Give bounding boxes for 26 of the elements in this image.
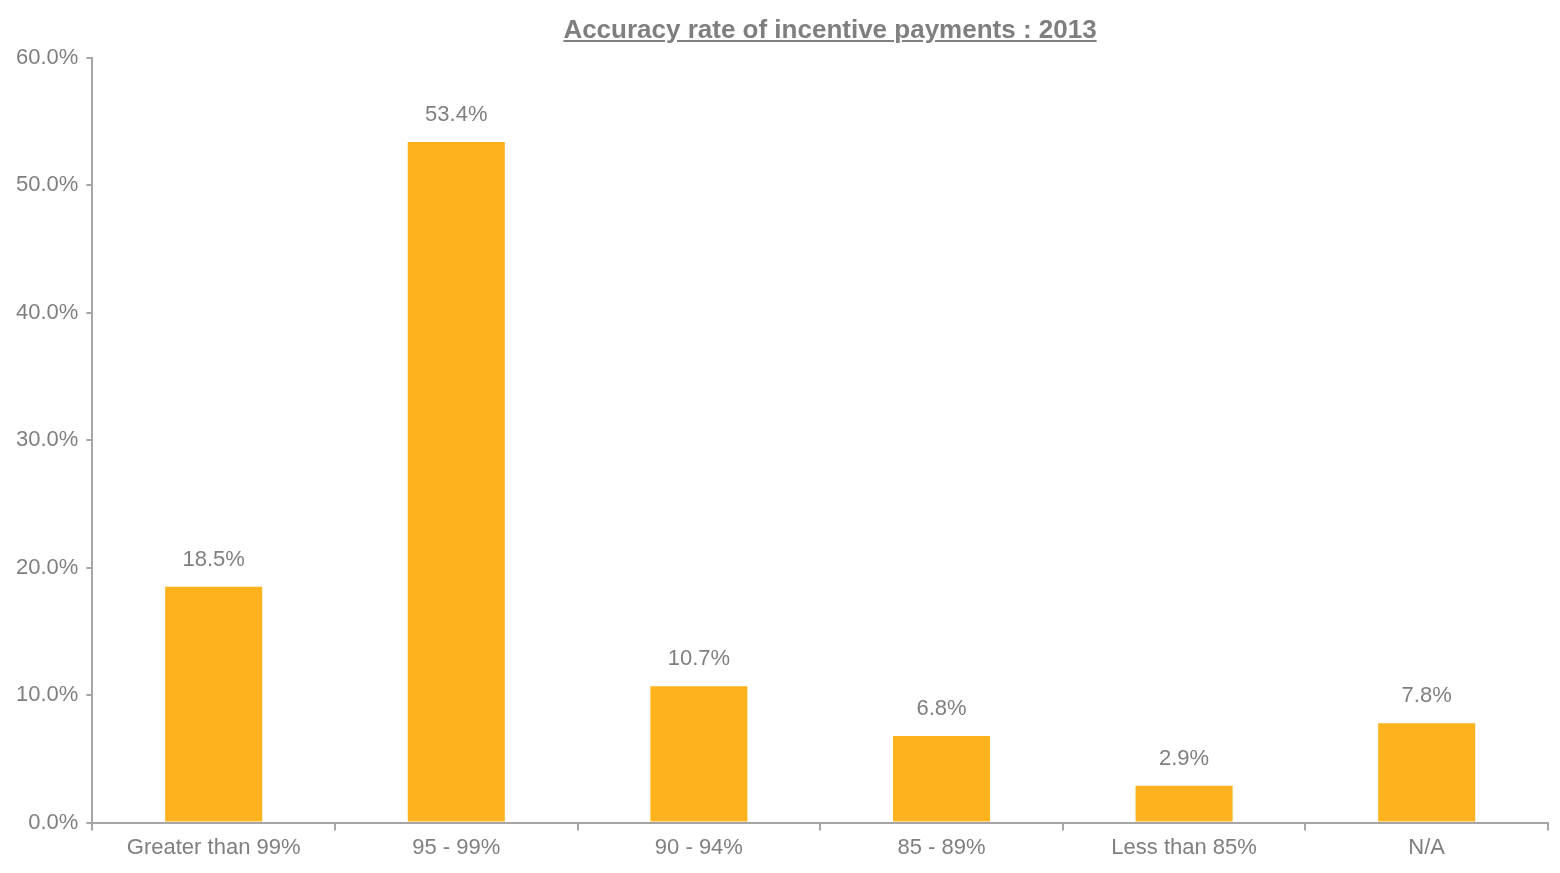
data-label: 6.8%: [916, 695, 967, 721]
y-tick-label: 50.0%: [15, 171, 79, 197]
y-tick-label: 40.0%: [15, 298, 79, 324]
y-tick-label: 0.0%: [28, 808, 79, 834]
data-label: 7.8%: [1401, 682, 1452, 708]
x-tick-label: 85 - 89%: [897, 833, 986, 859]
data-label: 53.4%: [425, 101, 488, 127]
x-tick-label: 95 - 99%: [412, 833, 501, 859]
y-tick-label: 10.0%: [15, 681, 79, 707]
bar: [1135, 785, 1233, 822]
bar: [650, 686, 748, 822]
data-label: 10.7%: [667, 645, 731, 671]
y-tick-label: 20.0%: [15, 553, 79, 579]
bar: [407, 142, 505, 822]
bar: [1378, 723, 1476, 822]
y-tick-label: 30.0%: [15, 426, 79, 452]
x-tick-label: 90 - 94%: [654, 833, 743, 859]
data-label: 18.5%: [182, 545, 245, 571]
x-tick-label: Greater than 99%: [126, 833, 301, 859]
data-label: 2.9%: [1159, 744, 1210, 770]
bar: [165, 586, 263, 822]
y-tick-label: 60.0%: [15, 44, 79, 70]
x-tick-label: Less than 85%: [1111, 833, 1257, 859]
x-tick-label: N/A: [1408, 833, 1446, 859]
bar: [892, 735, 991, 822]
chart-title: Accuracy rate of incentive payments : 2013: [562, 14, 1098, 45]
